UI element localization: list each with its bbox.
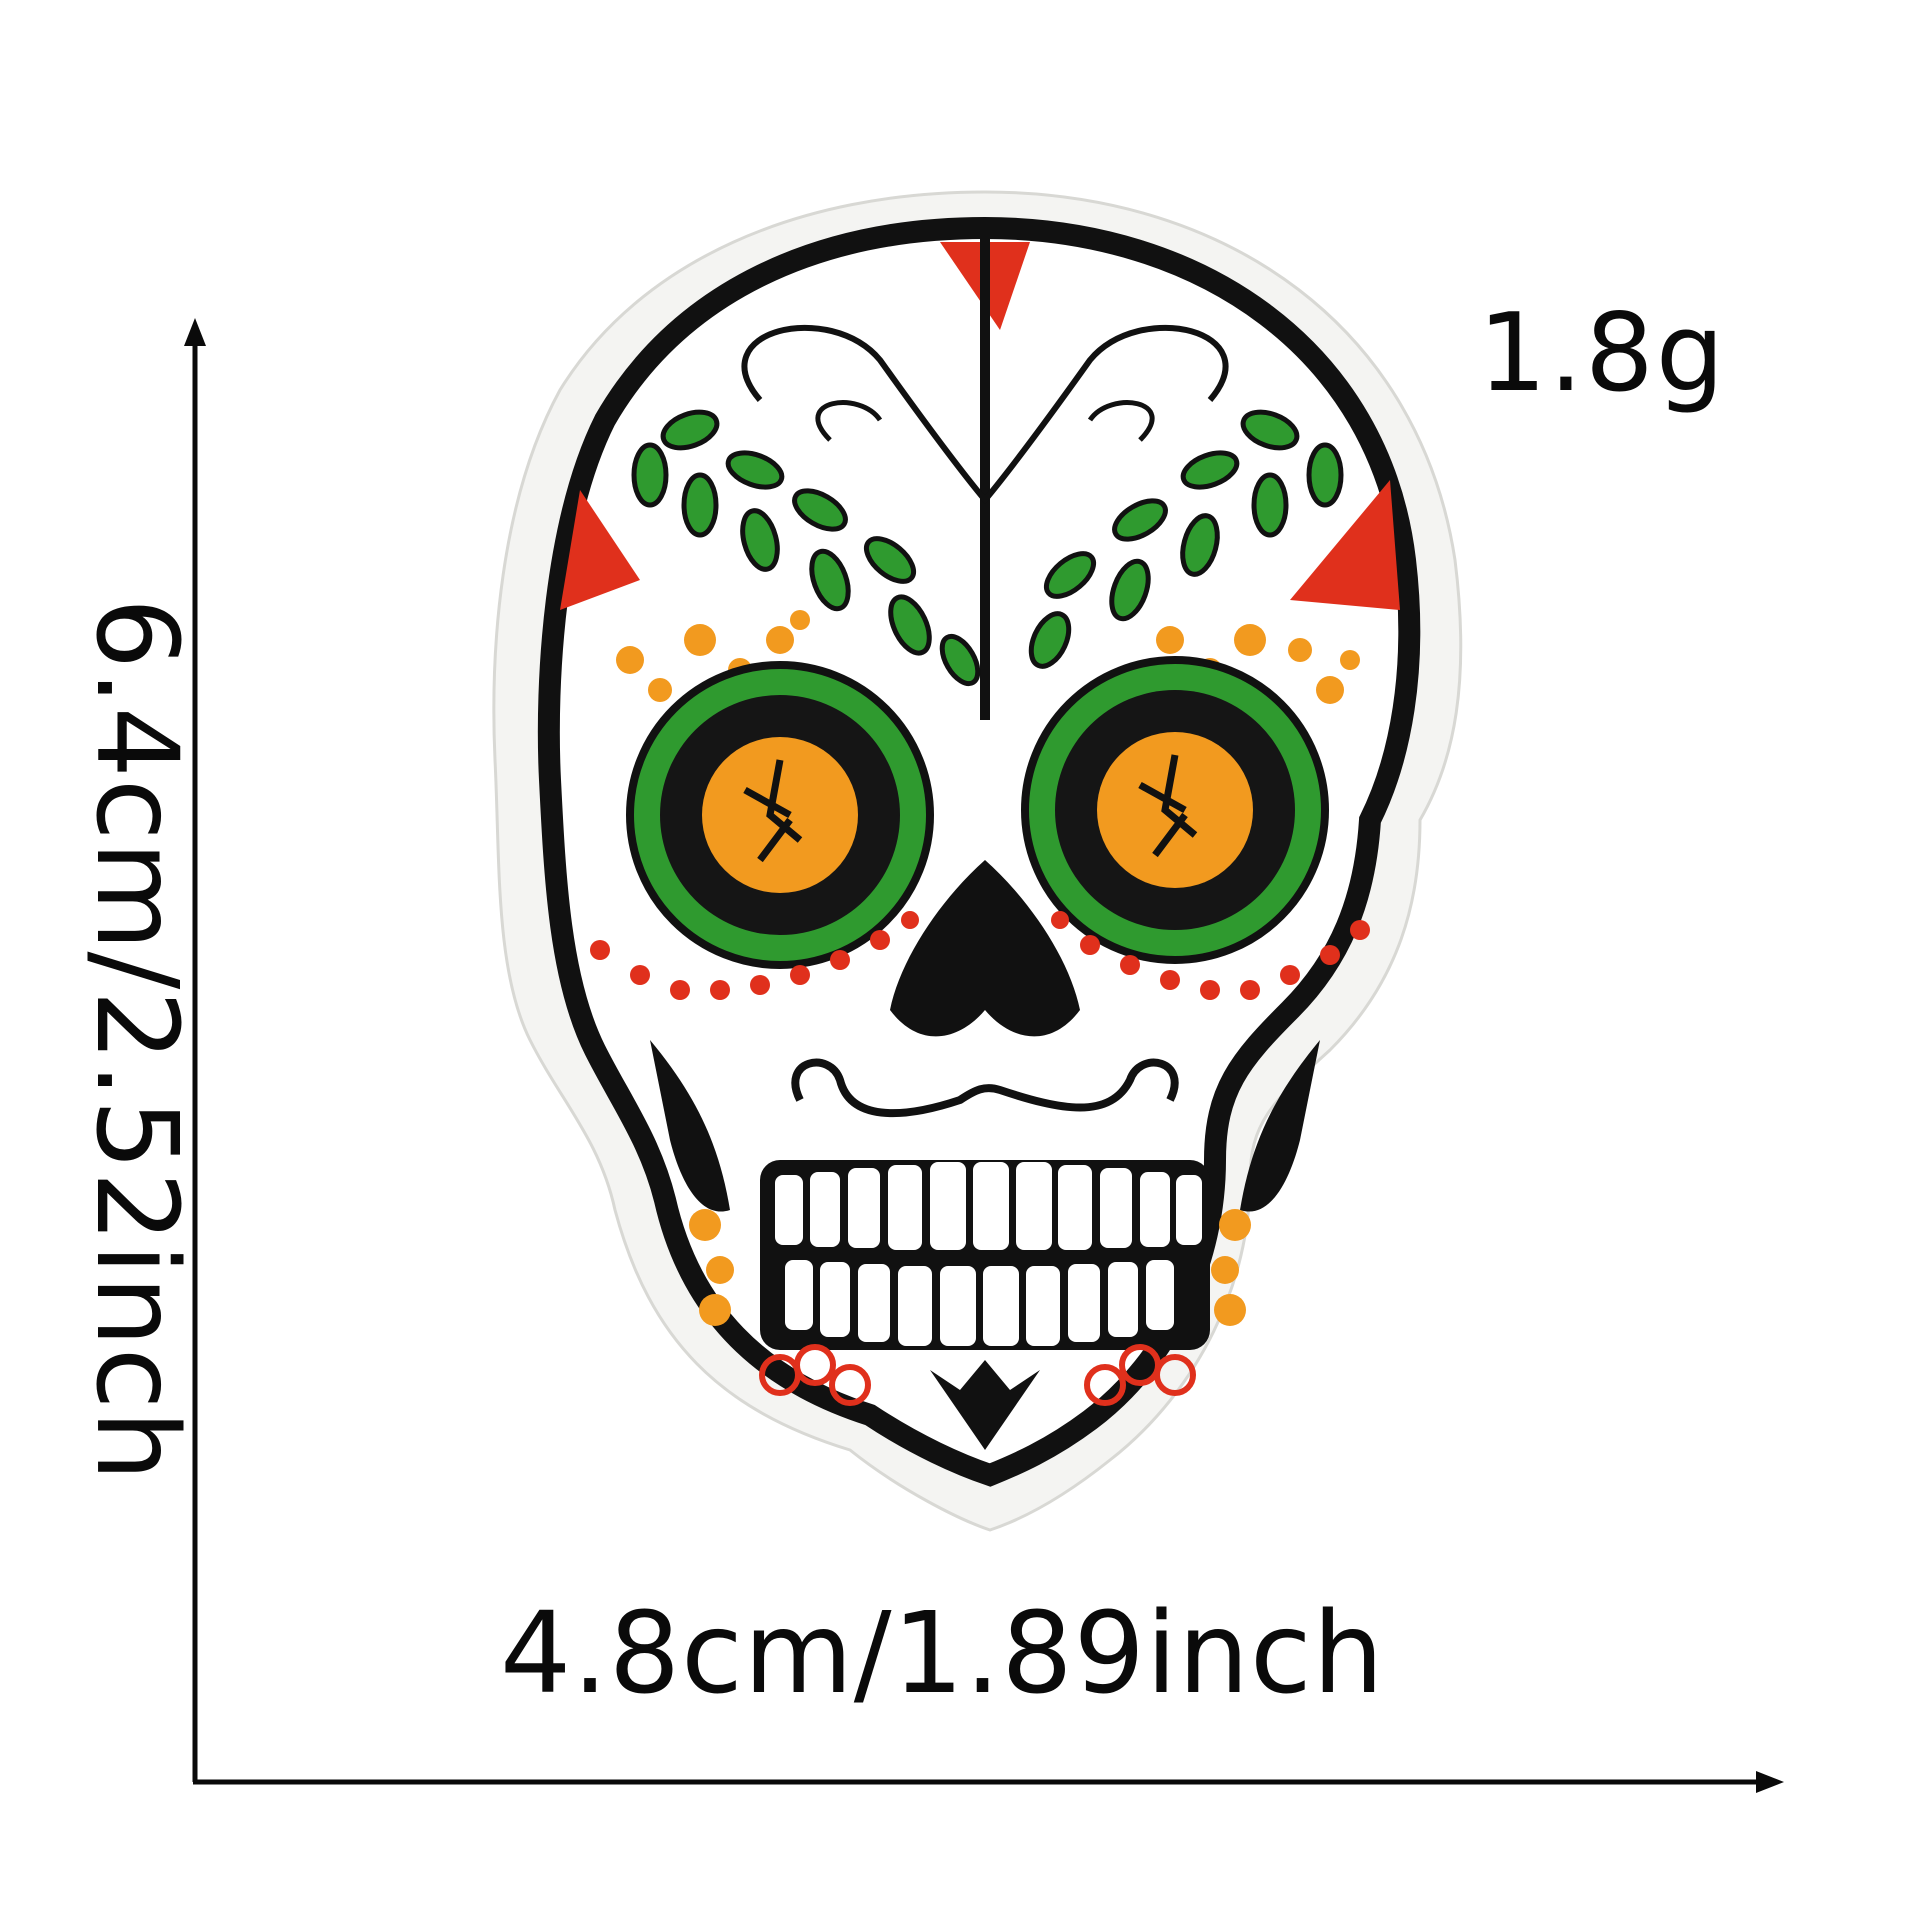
right-eye	[1025, 660, 1325, 960]
weight-label: 1.8g	[1478, 300, 1726, 408]
height-label: 6.4cm/2.52inch	[80, 598, 192, 1483]
left-eye	[630, 665, 930, 965]
width-label: 4.8cm/1.89inch	[500, 1598, 1385, 1710]
teeth	[760, 1160, 1210, 1350]
